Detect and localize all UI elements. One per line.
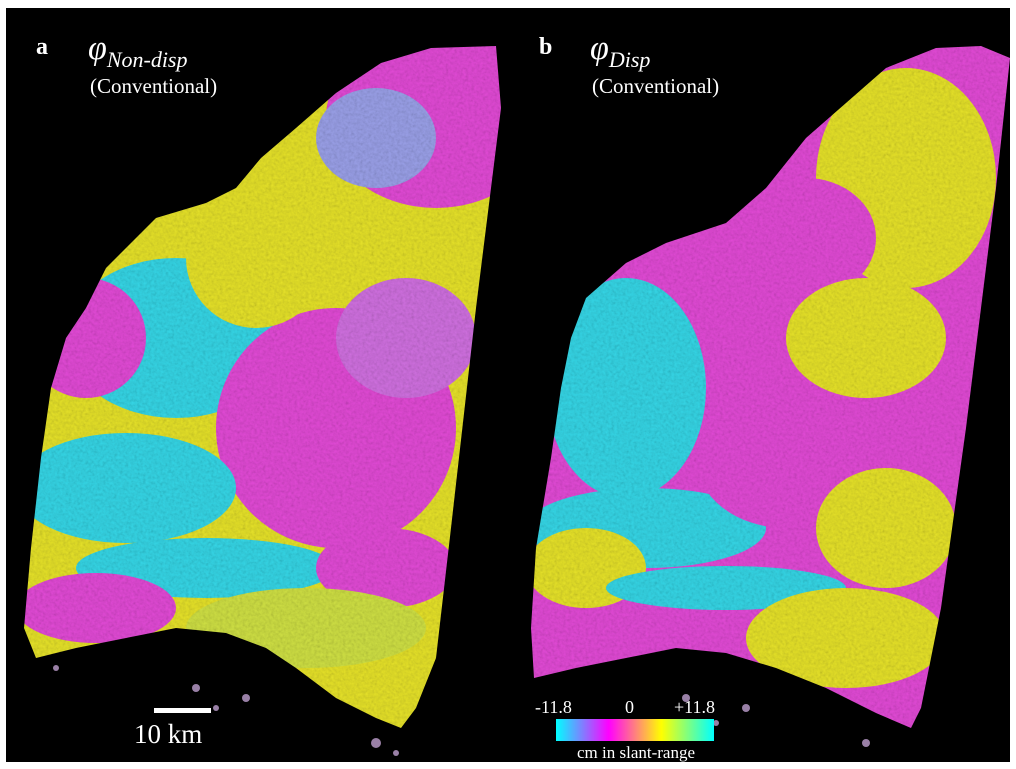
colorbar-max-label: +11.8 xyxy=(674,697,715,717)
panel-b-letter: b xyxy=(539,34,553,60)
scale-bar-label: 10 km xyxy=(134,719,203,749)
phase-subscript: Non-disp xyxy=(106,47,188,72)
panel-a-letter: a xyxy=(36,34,48,60)
panel-b-title: φDisp xyxy=(590,30,650,72)
phase-symbol: φ xyxy=(88,30,107,67)
colorbar xyxy=(556,719,714,741)
phase-subscript: Disp xyxy=(608,47,651,72)
panel-a-title: φNon-disp xyxy=(88,30,188,72)
phase-symbol: φ xyxy=(590,30,609,67)
panel-a-caption: (Conventional) xyxy=(90,74,218,98)
figure-frame: a φNon-disp (Conventional) b φDisp (Conv… xyxy=(6,8,1010,762)
interferogram-panel-a xyxy=(24,46,1010,756)
colorbar-min-label: -11.8 xyxy=(535,697,572,717)
panel-b-caption: (Conventional) xyxy=(592,74,720,98)
colorbar-unit: cm in slant-range xyxy=(576,743,695,762)
scale-bar xyxy=(154,708,211,713)
colorbar-mid-label: 0 xyxy=(625,697,634,717)
